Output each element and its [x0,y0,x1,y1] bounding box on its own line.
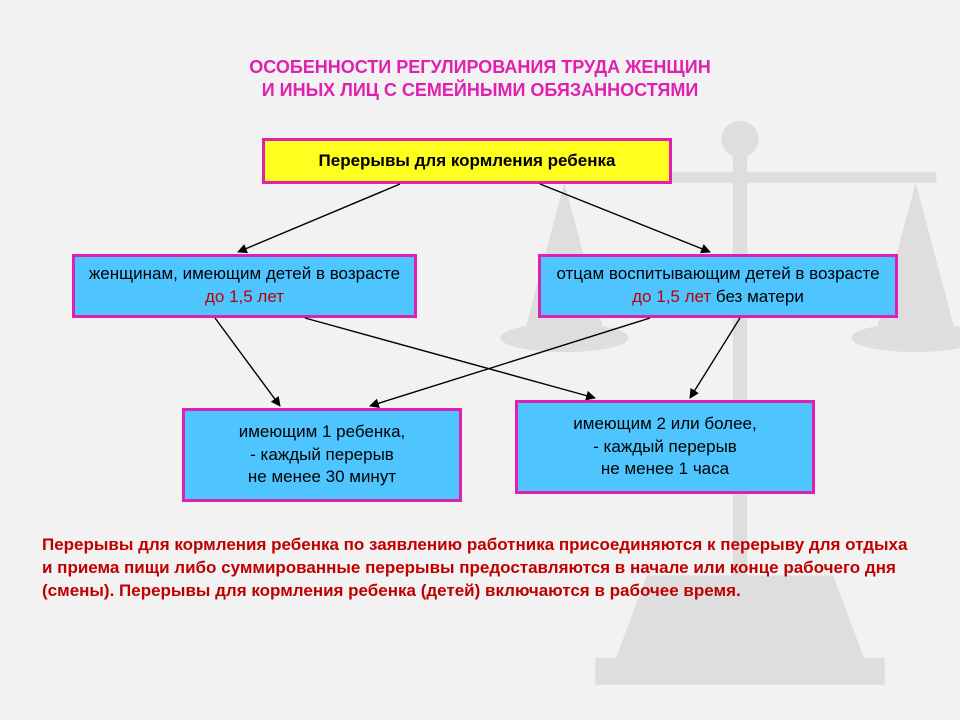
node-top: Перерывы для кормления ребенка [262,138,672,184]
node-left-label: женщинам, имеющим детей в возрасте до 1,… [85,263,404,309]
footer-text: Перерывы для кормления ребенка по заявле… [42,535,907,600]
node-top-label: Перерывы для кормления ребенка [319,150,616,173]
title-line-1: ОСОБЕННОСТИ РЕГУЛИРОВАНИЯ ТРУДА ЖЕНЩИН [249,57,710,77]
connector-arrows [0,0,960,720]
node-right-label: отцам воспитывающим детей в возрасте до … [551,263,885,309]
footer-note: Перерывы для кормления ребенка по заявле… [42,534,918,603]
node-br-label: имеющим 2 или более, - каждый перерыв не… [573,413,756,482]
node-bottom-right: имеющим 2 или более, - каждый перерыв не… [515,400,815,494]
node-right: отцам воспитывающим детей в возрасте до … [538,254,898,318]
node-bl-label: имеющим 1 ребенка, - каждый перерыв не м… [239,421,406,490]
node-bottom-left: имеющим 1 ребенка, - каждый перерыв не м… [182,408,462,502]
title-line-2: И ИНЫХ ЛИЦ С СЕМЕЙНЫМИ ОБЯЗАННОСТЯМИ [262,80,699,100]
page-title: ОСОБЕННОСТИ РЕГУЛИРОВАНИЯ ТРУДА ЖЕНЩИН И… [0,56,960,103]
node-left: женщинам, имеющим детей в возрасте до 1,… [72,254,417,318]
